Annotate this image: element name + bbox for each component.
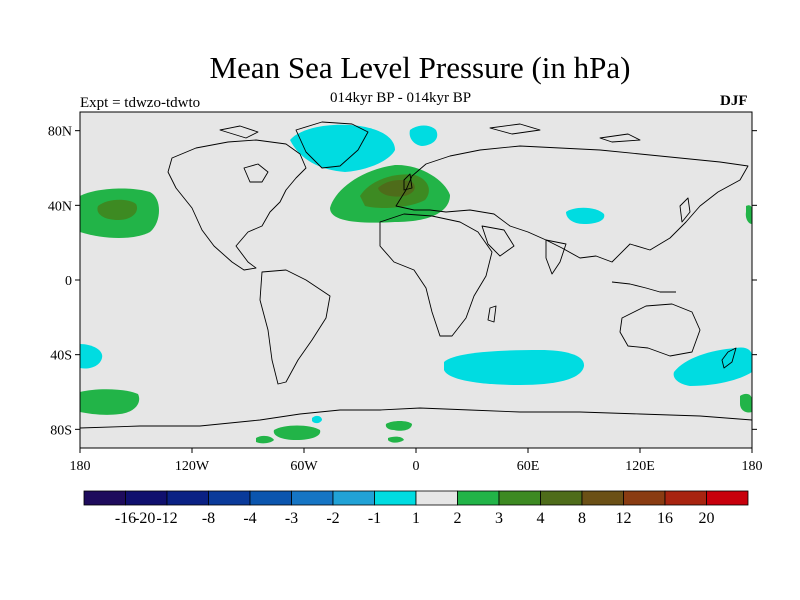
colorbar-label: 3 <box>495 510 503 527</box>
antarctic-positive-c <box>256 435 274 444</box>
colorbar-label: 4 <box>537 510 545 527</box>
south-pacific-positive <box>80 389 140 415</box>
japan <box>679 197 691 223</box>
arabia <box>481 225 515 257</box>
arctic-islands <box>219 123 641 143</box>
experiment-label: Expt = tdwzo-tdwto <box>80 95 201 111</box>
southern-ocean-negative <box>312 415 322 424</box>
colorbar-label: -16 <box>115 510 136 527</box>
colorbar-swatch <box>623 490 666 506</box>
colorbar-swatch <box>83 490 126 506</box>
season-label: DJF <box>720 93 748 109</box>
uk <box>403 173 413 191</box>
colorbar-swatch <box>664 490 707 506</box>
north-pacific-core <box>97 199 138 220</box>
australia-coast <box>619 303 701 357</box>
colorbar-label: -1 <box>368 510 381 527</box>
colorbar-swatch <box>415 490 458 506</box>
lon-tick-label: 0 <box>413 459 420 474</box>
antarctic-positive-d <box>388 436 404 443</box>
coastlines <box>79 121 753 429</box>
north-america-coast <box>167 139 307 271</box>
colorbar-label: 12 <box>616 510 632 527</box>
lon-tick-label: 60E <box>517 459 540 474</box>
new-zealand-negative <box>673 347 752 386</box>
india <box>545 239 567 275</box>
chart-title: Mean Sea Level Pressure (in hPa) <box>209 50 631 85</box>
colorbar-label: -2 <box>326 510 339 527</box>
barents-negative <box>409 125 438 146</box>
chart-subtitle: 014kyr BP - 014kyr BP <box>330 90 472 106</box>
lat-tick-label: 0 <box>65 274 72 289</box>
colorbar-swatch <box>540 490 583 506</box>
lon-tick-label: 180 <box>742 459 763 474</box>
lat-tick-label: 80N <box>48 125 72 140</box>
longitude-axis: 180 120W 60W 0 60E 120E 180 <box>70 448 763 474</box>
colorbar-label: -8 <box>202 510 215 527</box>
lat-tick-label: 40S <box>50 349 72 364</box>
lat-tick-label: 80S <box>50 423 72 438</box>
eurasia-coast <box>395 145 749 263</box>
colorbar-label: 2 <box>454 510 462 527</box>
new-zealand <box>721 347 737 369</box>
colorbar-label: 20 <box>699 510 715 527</box>
colorbar-swatch <box>374 490 417 506</box>
china-negative <box>566 207 605 224</box>
south-atlantic-edge-negative <box>80 344 103 369</box>
greenland-coast <box>295 121 369 169</box>
colorbar-swatch <box>457 490 500 506</box>
map-background <box>80 112 752 448</box>
lon-tick-label: 60W <box>290 459 318 474</box>
colorbar-label: -12 <box>156 510 177 527</box>
colorbar-label: -20 <box>134 510 155 527</box>
colorbar: -16 -12 -8 -4 -3 -2 -1 1 2 3 4 8 12 16 20-20 <box>83 490 749 527</box>
lon-tick-label: 120W <box>175 459 210 474</box>
colorbar-swatch <box>332 490 375 506</box>
indian-ocean-edge-positive <box>740 393 752 413</box>
colorbar-label: 8 <box>578 510 586 527</box>
colorbar-swatch <box>249 490 292 506</box>
colorbar-swatch <box>125 490 168 506</box>
africa-coast <box>379 213 493 337</box>
colorbar-swatch <box>166 490 209 506</box>
latitude-axis: 80N 40N 0 40S 80S <box>48 125 757 438</box>
hudson-bay <box>243 163 269 183</box>
colorbar-label: 1 <box>412 510 420 527</box>
madagascar <box>487 305 497 323</box>
colorbar-label: -4 <box>243 510 256 527</box>
colorbar-swatch <box>581 490 624 506</box>
lat-tick-label: 40N <box>48 199 72 214</box>
colorbar-swatch <box>706 490 749 506</box>
antarctic-positive-b <box>385 421 412 431</box>
colorbar-label: -3 <box>285 510 298 527</box>
colorbar-swatch <box>498 490 541 506</box>
lon-tick-label: 120E <box>625 459 655 474</box>
colorbar-label: 16 <box>657 510 673 527</box>
antarctica-coast <box>79 407 753 429</box>
colorbar-swatch <box>208 490 251 506</box>
greenland-negative <box>290 124 395 172</box>
east-edge-positive <box>745 205 752 224</box>
indonesia <box>611 281 676 293</box>
south-america-coast <box>259 269 331 385</box>
europe-inner <box>378 180 415 197</box>
colorbar-swatch <box>291 490 334 506</box>
south-atlantic-indian-negative <box>444 350 585 385</box>
lon-tick-label: 180 <box>70 459 91 474</box>
antarctic-positive-a <box>273 425 321 440</box>
